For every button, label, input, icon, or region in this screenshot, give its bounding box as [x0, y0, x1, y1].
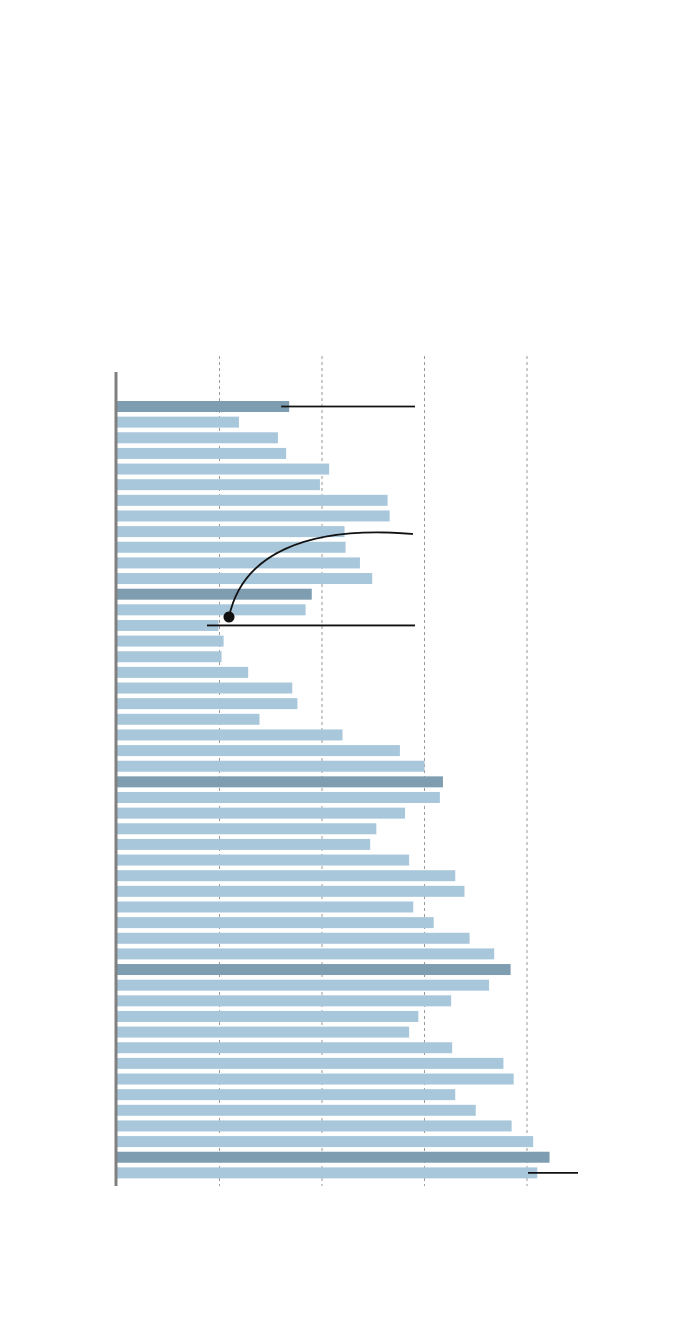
bar-29 [117, 854, 410, 866]
bar-6 [117, 494, 388, 506]
bars [117, 401, 550, 1179]
bar-18 [117, 682, 293, 694]
bar-40 [117, 1026, 410, 1038]
bar-30 [117, 870, 456, 882]
bar-4 [117, 463, 330, 475]
bar-43 [117, 1073, 514, 1085]
bar-25 [117, 792, 440, 803]
bar-11 [117, 573, 373, 585]
bar-46 [117, 1120, 512, 1132]
highlight-bar-0 [117, 401, 290, 412]
bar-31 [117, 885, 465, 897]
bar-27 [117, 823, 377, 835]
bar-19 [117, 698, 298, 710]
bar-20 [117, 713, 260, 725]
bar-35 [117, 948, 495, 960]
curved-leader-line [228, 531, 414, 618]
bar-21 [117, 729, 343, 741]
bar-13 [117, 604, 306, 616]
bar-2 [117, 432, 278, 444]
bar-49 [117, 1167, 538, 1179]
annotation-dot [223, 611, 235, 623]
bar-39 [117, 1010, 419, 1022]
bar-16 [117, 651, 222, 663]
bar-17 [117, 666, 249, 678]
bar-33 [117, 917, 434, 929]
bar-15 [117, 635, 224, 647]
highlight-bar-12 [117, 588, 312, 600]
bar-7 [117, 510, 390, 522]
bar-14 [117, 619, 219, 631]
bar-5 [117, 479, 320, 491]
bar-34 [117, 932, 470, 944]
bar-44 [117, 1089, 456, 1101]
bar-26 [117, 807, 406, 819]
bar-8 [117, 526, 345, 538]
bar-9 [117, 541, 346, 553]
bar-37 [117, 979, 490, 991]
highlight-bar-24 [117, 776, 443, 788]
bar-28 [117, 838, 371, 850]
bar-10 [117, 557, 360, 569]
highlight-bar-48 [117, 1151, 550, 1163]
bar-32 [117, 901, 414, 913]
annotations [207, 405, 578, 1174]
bar-45 [117, 1104, 476, 1116]
bar-38 [117, 995, 452, 1007]
highlight-bar-36 [117, 964, 511, 976]
bar-22 [117, 745, 400, 757]
bar-47 [117, 1136, 534, 1148]
bar-42 [117, 1057, 504, 1069]
bar-1 [117, 416, 239, 428]
bar-41 [117, 1042, 453, 1054]
bar-3 [117, 447, 287, 459]
bar-23 [117, 760, 425, 772]
